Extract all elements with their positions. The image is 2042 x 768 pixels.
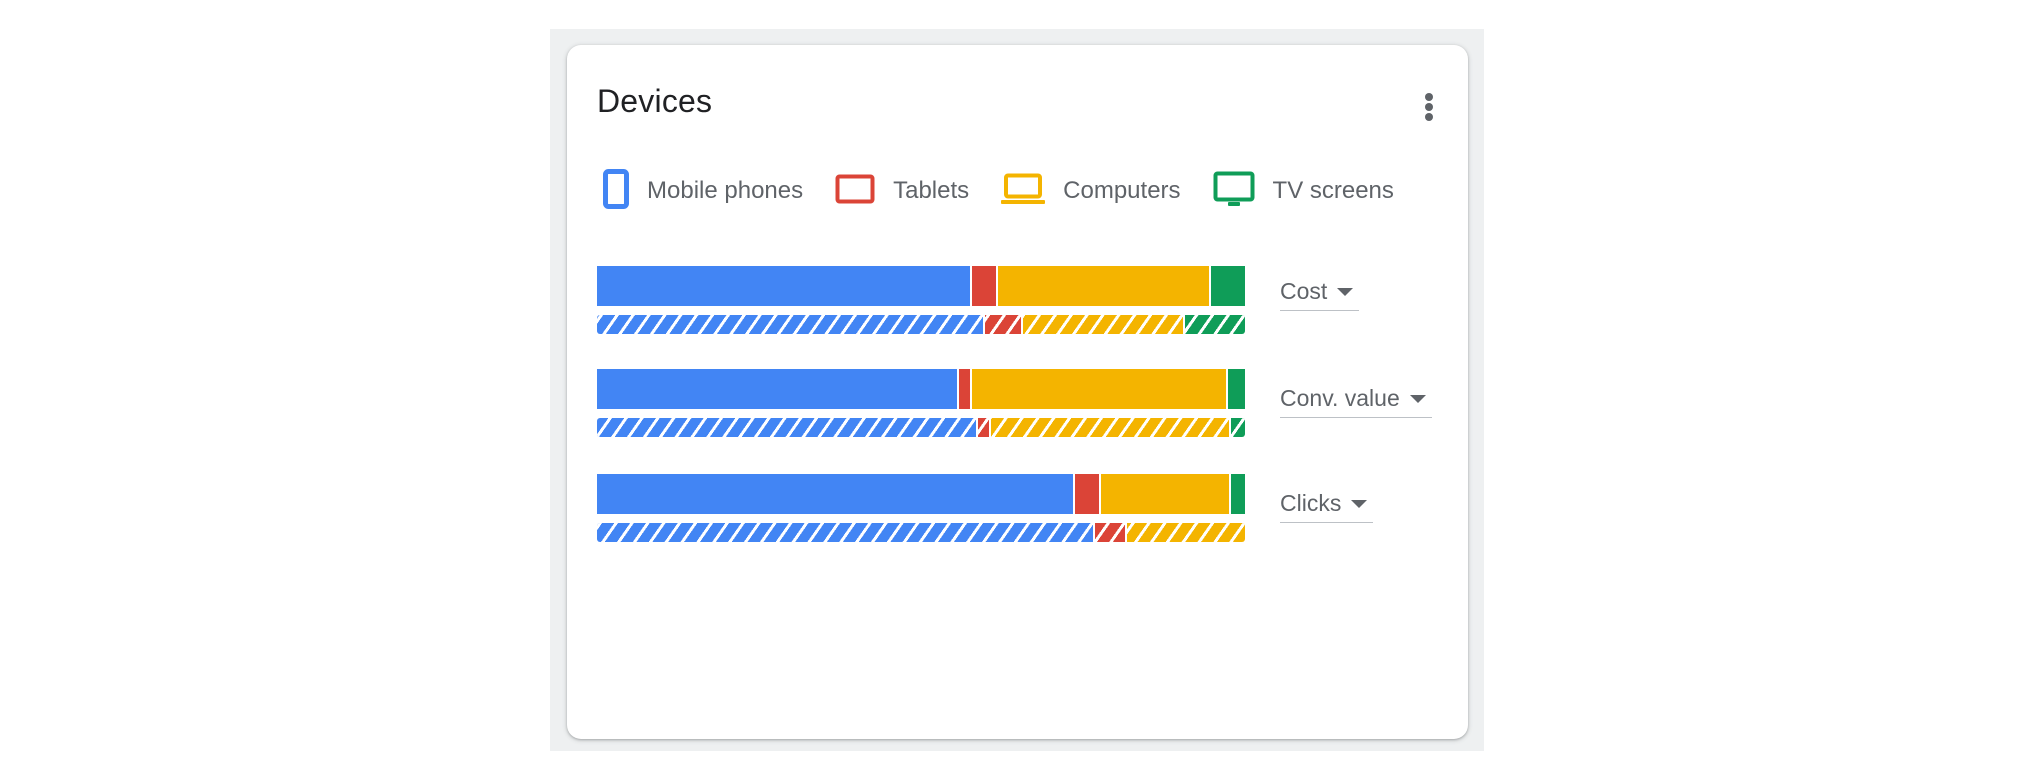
legend-label: Computers xyxy=(1063,177,1181,204)
laptop-icon xyxy=(1001,173,1046,210)
mobile-phones-segment xyxy=(597,418,977,437)
legend-label: Mobile phones xyxy=(647,177,804,204)
tv-screens-segment xyxy=(1228,418,1245,437)
current-period-bar xyxy=(597,369,1245,409)
metric-select-conv-value[interactable]: Conv. value xyxy=(1280,379,1432,418)
computers-segment xyxy=(995,266,1210,306)
metric-row-conv-value: Conv. value xyxy=(597,369,1457,441)
tablets-segment xyxy=(1073,474,1100,514)
legend-item-mobile: Mobile phones xyxy=(603,168,804,214)
comparison-period-bar xyxy=(597,315,1245,334)
tablets-segment xyxy=(956,369,970,409)
menu-dot xyxy=(1425,93,1433,101)
device-legend: Mobile phones Tablets Computers xyxy=(603,168,1426,214)
computers-segment xyxy=(1099,474,1229,514)
metric-row-clicks: Clicks xyxy=(597,474,1457,546)
metric-label: Clicks xyxy=(1280,489,1342,516)
tablet-icon xyxy=(835,174,875,209)
computers-segment xyxy=(1021,315,1184,334)
tv-icon xyxy=(1213,171,1255,212)
legend-item-computers: Computers xyxy=(1001,173,1181,210)
dropdown-arrow-icon xyxy=(1351,500,1368,508)
tablets-segment xyxy=(969,266,996,306)
mobile-phones-segment xyxy=(597,266,970,306)
dropdown-arrow-icon xyxy=(1337,288,1354,296)
metric-label: Conv. value xyxy=(1280,384,1400,411)
current-period-bar xyxy=(597,266,1245,306)
metric-label: Cost xyxy=(1280,277,1328,304)
tablets-segment xyxy=(982,315,1022,334)
tablets-segment xyxy=(976,418,990,437)
tv-screens-segment xyxy=(1228,474,1245,514)
computers-segment xyxy=(989,418,1229,437)
tablets-segment xyxy=(1092,523,1126,542)
legend-item-tv: TV screens xyxy=(1213,171,1394,212)
menu-dot xyxy=(1425,113,1433,121)
current-period-bar xyxy=(597,474,1245,514)
tv-screens-segment xyxy=(1183,315,1245,334)
stacked-bars xyxy=(597,369,1245,441)
card-title: Devices xyxy=(597,83,713,119)
metric-select-clicks[interactable]: Clicks xyxy=(1280,484,1374,523)
stacked-bars xyxy=(597,474,1245,546)
computers-segment xyxy=(1125,523,1245,542)
dropdown-arrow-icon xyxy=(1409,395,1426,403)
mobile-phones-segment xyxy=(597,523,1093,542)
metric-select-cost[interactable]: Cost xyxy=(1280,272,1360,311)
mobile-phones-segment xyxy=(597,474,1074,514)
legend-item-tablets: Tablets xyxy=(835,174,969,209)
mobile-phones-segment xyxy=(597,369,957,409)
stacked-bars xyxy=(597,266,1245,338)
mobile-phones-segment xyxy=(597,315,983,334)
menu-dot xyxy=(1425,103,1433,111)
more-vert-icon[interactable] xyxy=(1417,85,1441,125)
tv-screens-segment xyxy=(1225,369,1245,409)
metric-row-cost: Cost xyxy=(597,266,1457,338)
smartphone-icon xyxy=(603,168,629,214)
legend-label: Tablets xyxy=(893,177,970,204)
comparison-period-bar xyxy=(597,523,1245,542)
computers-segment xyxy=(969,369,1226,409)
comparison-period-bar xyxy=(597,418,1245,437)
legend-label: TV screens xyxy=(1272,177,1394,204)
devices-card: Devices Mobile phones Tablets xyxy=(567,45,1468,739)
tv-screens-segment xyxy=(1209,266,1245,306)
